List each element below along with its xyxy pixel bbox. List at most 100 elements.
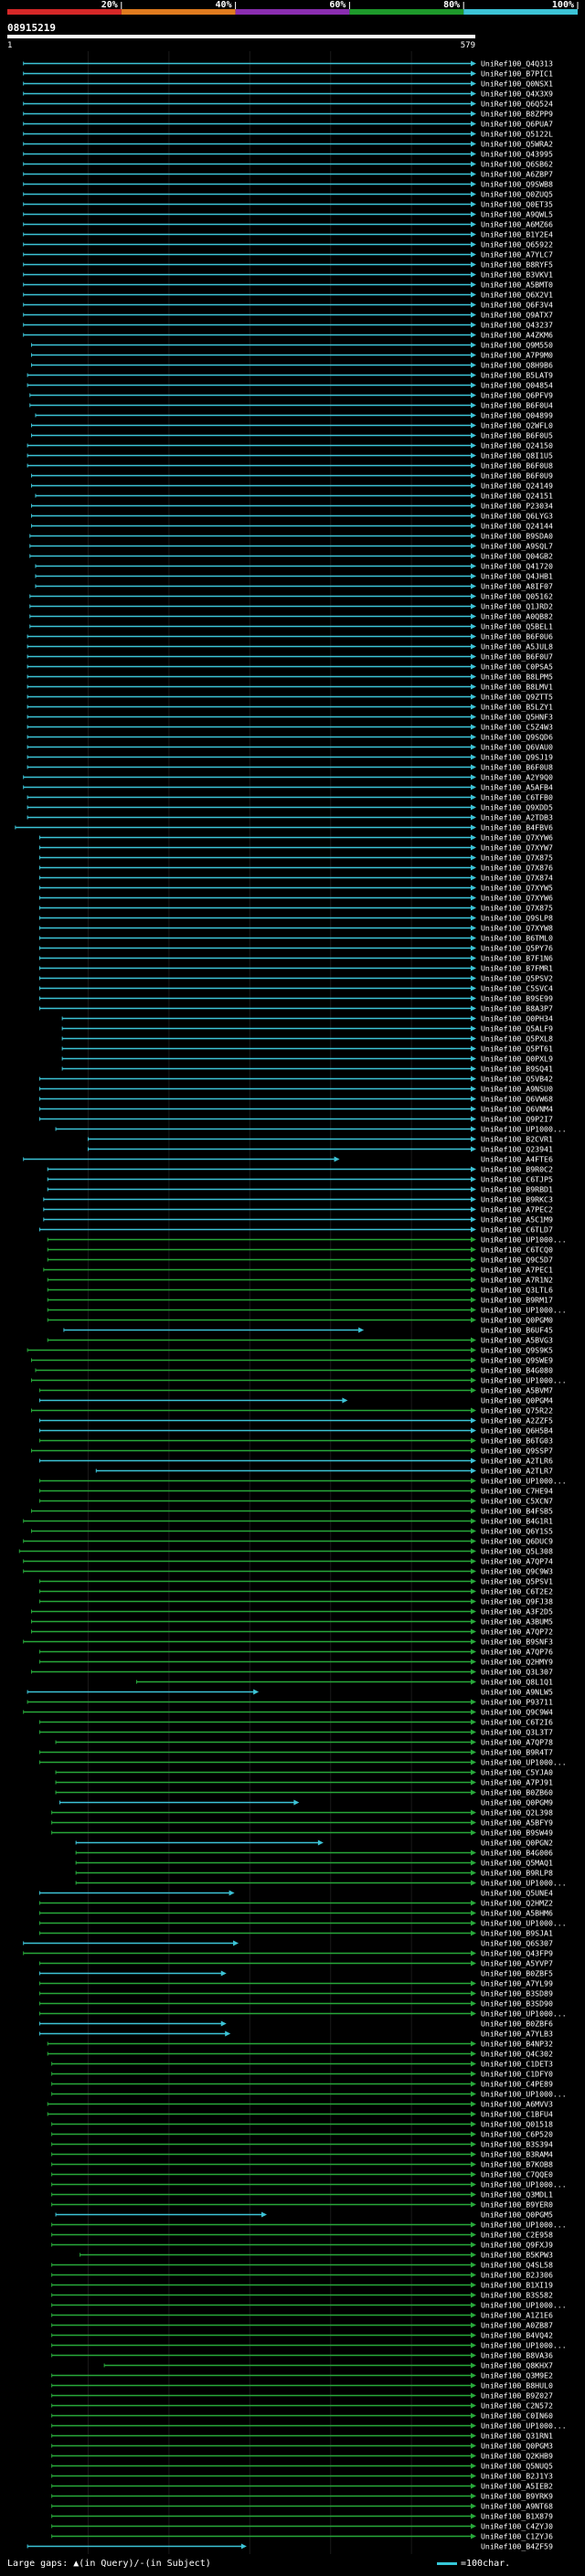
hit-label: UniRef100_B6UF45 [481,1326,553,1335]
hit-label: UniRef100_Q5PSV1 [481,1577,553,1586]
hit-label: UniRef100_B6F0U4 [481,401,553,410]
hit-arrowhead [471,2201,476,2208]
hit-arrowhead [471,663,476,670]
hit-label: UniRef100_Q01518 [481,2120,553,2129]
hit-arrowhead [471,1508,476,1514]
hit-arrowhead [471,513,476,519]
hit-label: UniRef100_A5IEB2 [481,2482,553,2491]
hit-arrowhead [471,1437,476,1444]
hit-label: UniRef100_Q9ATX7 [481,311,553,320]
hit-arrowhead [471,1709,476,1715]
hit-label: UniRef100_C5SVC4 [481,984,553,993]
hit-arrowhead [471,1578,476,1585]
hit-arrowhead [471,1538,476,1544]
hit-arrowhead [471,2061,476,2067]
hit-label: UniRef100_A5BMT0 [481,281,553,290]
hit-arrowhead [471,271,476,278]
hit-label: UniRef100_Q6Q524 [481,100,553,109]
hit-label: UniRef100_B3SD90 [481,1999,553,2009]
hit-label: UniRef100_C5XCN7 [481,1497,553,1506]
hit-arrowhead [471,724,476,730]
hit-label: UniRef100_B9RKC3 [481,1195,553,1204]
hit-arrowhead [471,231,476,238]
hit-label: UniRef100_A4ZKM6 [481,331,553,340]
hit-arrowhead [471,2191,476,2198]
hit-label: UniRef100_A9NSU0 [481,1085,553,1094]
hit-arrowhead [471,1518,476,1524]
hit-label: UniRef100_B9R4T7 [481,1748,553,1757]
hit-arrowhead [471,292,476,298]
hit-arrowhead [471,1608,476,1615]
hit-label: UniRef100_C7HE94 [481,1487,553,1496]
hit-arrowhead [471,945,476,951]
hit-arrowhead [471,1377,476,1383]
hit-label: UniRef100_Q9SQD6 [481,733,553,742]
hit-label: UniRef100_Q6SB62 [481,160,553,169]
hit-arrowhead [471,1287,476,1293]
hit-label: UniRef100_A3BUM5 [481,1617,553,1627]
hit-label: UniRef100_Q9FJ38 [481,1597,553,1606]
hit-label: UniRef100_Q4X3X9 [481,90,553,99]
hit-label: UniRef100_A5YVP7 [481,1959,553,1968]
hit-arrowhead [471,151,476,157]
hit-label: UniRef100_Q2WFL0 [481,421,553,430]
hit-label: UniRef100_C6P520 [481,2130,553,2139]
hit-arrowhead [471,1990,476,1997]
hit-arrowhead [471,543,476,549]
identity-band [349,9,464,15]
hit-arrowhead [471,412,476,419]
hit-label: UniRef100_Q5PSV2 [481,974,553,983]
hit-arrowhead [471,2181,476,2188]
identity-band [235,9,350,15]
hit-label: UniRef100_B1X879 [481,2512,553,2521]
hit-label: UniRef100_Q8KHX7 [481,2361,553,2370]
hit-label: UniRef100_C2N572 [481,2401,553,2411]
hit-arrowhead [293,1799,300,1806]
hit-arrowhead [471,2453,476,2459]
hit-arrowhead [471,402,476,408]
hit-label: UniRef100_Q7XYW5 [481,884,553,893]
hit-arrowhead [471,885,476,891]
hit-label: UniRef100_B6F0U6 [481,632,553,641]
hit-label: UniRef100_B4G080 [481,1366,553,1375]
hit-label: UniRef100_Q04GB2 [481,552,553,561]
hit-label: UniRef100_Q3M9E2 [481,2371,553,2380]
scale-legend: =100char. [437,2559,510,2569]
hit-arrowhead [471,1669,476,1675]
hit-label: UniRef100_Q0PGM3 [481,2442,553,2451]
hit-label: UniRef100_B9RLP8 [481,1869,553,1878]
hit-label: UniRef100_B6F0U8 [481,461,553,471]
hit-arrowhead [471,744,476,750]
hit-label: UniRef100_B9SDA0 [481,532,553,541]
hit-label: UniRef100_B6F0U7 [481,652,553,662]
hit-label: UniRef100_Q43995 [481,150,553,159]
hit-arrowhead [471,80,476,87]
hit-label: UniRef100_A5AFB4 [481,783,553,792]
hit-arrowhead [471,121,476,127]
hit-arrowhead [471,1809,476,1816]
hit-arrowhead [471,352,476,358]
hit-label: UniRef100_Q0PXL9 [481,1055,553,1064]
hit-arrowhead [471,1478,476,1484]
hit-label: UniRef100_B8VA36 [481,2351,553,2360]
hit-label: UniRef100_B9YER0 [481,2200,553,2210]
hit-arrowhead [471,2473,476,2479]
query-start-label: 1 [7,41,12,50]
hit-label: UniRef100_Q9SWB8 [481,180,553,189]
hit-arrowhead [471,2161,476,2168]
hit-arrowhead [471,1860,476,1866]
hit-arrowhead [471,1267,476,1273]
hit-arrowhead [471,1116,476,1122]
hit-label: UniRef100_C6T2E2 [481,1587,553,1596]
hit-arrowhead [471,261,476,268]
hit-label: UniRef100_Q9C5D7 [481,1256,553,1265]
hit-arrowhead [240,2543,247,2549]
hit-label: UniRef100_Q04899 [481,411,553,420]
hit-label: UniRef100_B0ZB60 [481,1788,553,1797]
hit-label: UniRef100_B6F0U9 [481,472,553,481]
hit-arrowhead [471,2312,476,2318]
hit-label: UniRef100_Q23941 [481,1145,553,1154]
hit-label: UniRef100_B0ZBF6 [481,2019,553,2029]
hit-arrowhead [471,1226,476,1233]
